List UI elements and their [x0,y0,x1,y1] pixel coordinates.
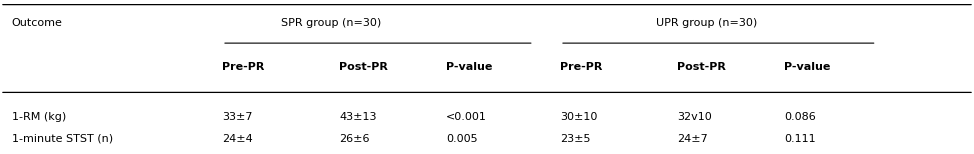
Text: UPR group (n=30): UPR group (n=30) [656,18,757,28]
Text: 26±6: 26±6 [339,134,369,144]
Text: Pre-PR: Pre-PR [560,62,603,72]
Text: 33±7: 33±7 [222,112,252,122]
Text: 1-minute STST (n): 1-minute STST (n) [12,134,113,144]
Text: Pre-PR: Pre-PR [222,62,265,72]
Text: <0.001: <0.001 [446,112,487,122]
Text: 30±10: 30±10 [560,112,597,122]
Text: P-value: P-value [784,62,831,72]
Text: 24±4: 24±4 [222,134,253,144]
Text: 1-RM (kg): 1-RM (kg) [12,112,66,122]
Text: P-value: P-value [446,62,493,72]
Text: 43±13: 43±13 [339,112,377,122]
Text: 23±5: 23±5 [560,134,590,144]
Text: 0.111: 0.111 [784,134,815,144]
Text: Post-PR: Post-PR [339,62,388,72]
Text: Post-PR: Post-PR [677,62,726,72]
Text: Outcome: Outcome [12,18,62,28]
Text: 0.005: 0.005 [446,134,477,144]
Text: 32v10: 32v10 [677,112,712,122]
Text: 0.086: 0.086 [784,112,816,122]
Text: SPR group (n=30): SPR group (n=30) [281,18,381,28]
Text: 24±7: 24±7 [677,134,708,144]
